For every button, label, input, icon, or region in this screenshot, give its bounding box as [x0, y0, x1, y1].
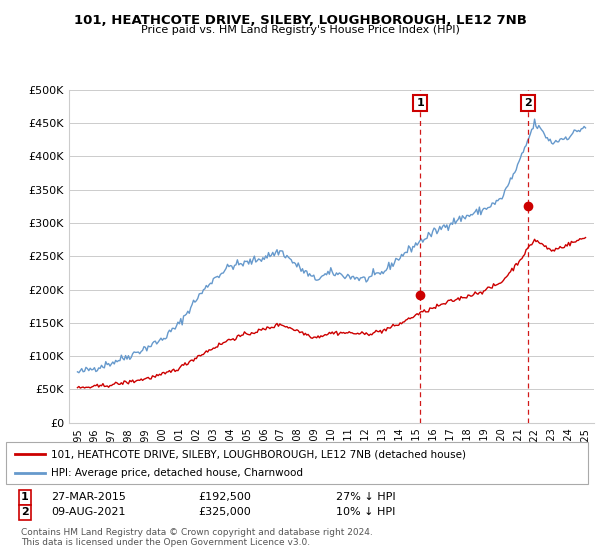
- Text: HPI: Average price, detached house, Charnwood: HPI: Average price, detached house, Char…: [51, 468, 303, 478]
- Text: 1: 1: [416, 98, 424, 108]
- Text: 10% ↓ HPI: 10% ↓ HPI: [336, 507, 395, 517]
- Text: 27-MAR-2015: 27-MAR-2015: [51, 492, 126, 502]
- Text: 09-AUG-2021: 09-AUG-2021: [51, 507, 125, 517]
- Text: £192,500: £192,500: [198, 492, 251, 502]
- Text: 2: 2: [524, 98, 532, 108]
- Text: 27% ↓ HPI: 27% ↓ HPI: [336, 492, 395, 502]
- Text: £325,000: £325,000: [198, 507, 251, 517]
- Text: 1: 1: [21, 492, 29, 502]
- Text: 2: 2: [21, 507, 29, 517]
- Text: Price paid vs. HM Land Registry's House Price Index (HPI): Price paid vs. HM Land Registry's House …: [140, 25, 460, 35]
- Text: 101, HEATHCOTE DRIVE, SILEBY, LOUGHBOROUGH, LE12 7NB (detached house): 101, HEATHCOTE DRIVE, SILEBY, LOUGHBOROU…: [51, 449, 466, 459]
- Text: 101, HEATHCOTE DRIVE, SILEBY, LOUGHBOROUGH, LE12 7NB: 101, HEATHCOTE DRIVE, SILEBY, LOUGHBOROU…: [74, 14, 526, 27]
- Text: Contains HM Land Registry data © Crown copyright and database right 2024.
This d: Contains HM Land Registry data © Crown c…: [21, 528, 373, 547]
